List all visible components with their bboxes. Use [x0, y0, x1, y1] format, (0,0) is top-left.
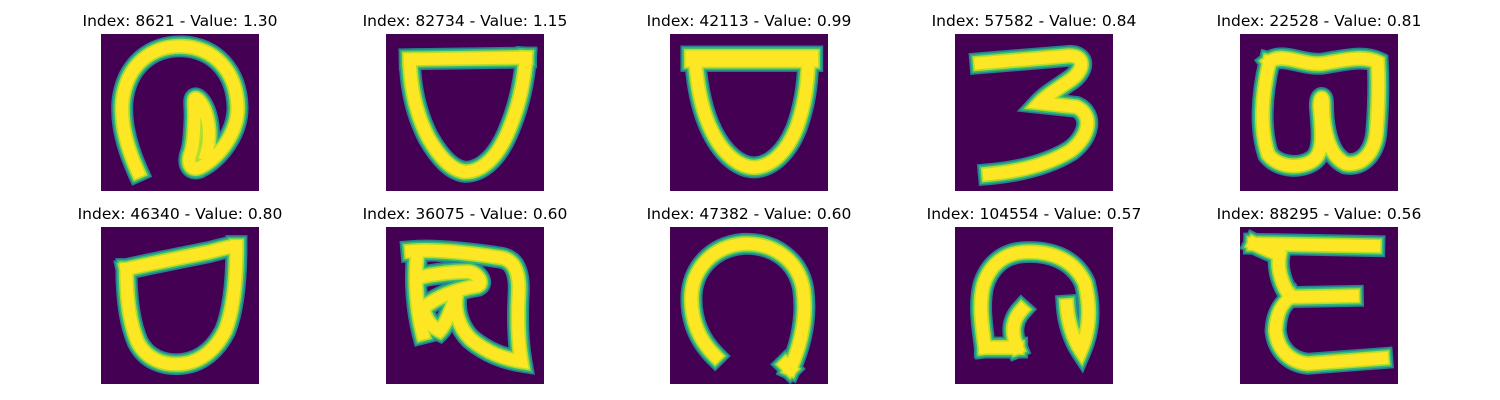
image-panel-6: Index: 46340 - Value: 0.80	[60, 203, 300, 384]
image-panel-5: Index: 22528 - Value: 0.81	[1199, 10, 1439, 191]
glyph-image	[386, 34, 544, 191]
panel-title: Index: 57582 - Value: 0.84	[931, 12, 1137, 30]
glyph-stroke	[1256, 52, 1385, 172]
glyph-stroke	[404, 244, 529, 369]
glyph-stroke	[685, 50, 819, 174]
panel-title: Index: 42113 - Value: 0.99	[646, 12, 852, 30]
glyph-image	[955, 34, 1113, 191]
glyph-stroke	[685, 237, 811, 378]
glyph-image	[1240, 34, 1398, 191]
panel-title: Index: 22528 - Value: 0.81	[1216, 12, 1422, 30]
glyph-stroke	[973, 49, 1094, 181]
panel-title: Index: 82734 - Value: 1.15	[362, 12, 568, 30]
glyph-image	[101, 34, 259, 191]
glyph-stroke	[975, 246, 1095, 363]
glyph-stroke	[1246, 235, 1389, 370]
panel-title: Index: 36075 - Value: 0.60	[362, 205, 568, 223]
image-panel-1: Index: 8621 - Value: 1.30	[60, 10, 300, 191]
glyph-stroke	[403, 51, 533, 178]
image-panel-8: Index: 47382 - Value: 0.60	[629, 203, 869, 384]
glyph-image	[101, 227, 259, 384]
glyph-image	[1240, 227, 1398, 384]
glyph-image	[670, 34, 828, 191]
image-panel-10: Index: 88295 - Value: 0.56	[1199, 203, 1439, 384]
panel-title: Index: 47382 - Value: 0.60	[646, 205, 852, 223]
panel-title: Index: 104554 - Value: 0.57	[926, 205, 1142, 223]
image-panel-9: Index: 104554 - Value: 0.57	[914, 203, 1154, 384]
glyph-image	[955, 227, 1113, 384]
glyph-stroke	[119, 240, 243, 371]
glyph-stroke	[116, 40, 244, 180]
image-panel-2: Index: 82734 - Value: 1.15	[345, 10, 585, 191]
panel-title: Index: 46340 - Value: 0.80	[77, 205, 283, 223]
image-panel-7: Index: 36075 - Value: 0.60	[345, 203, 585, 384]
image-panel-4: Index: 57582 - Value: 0.84	[914, 10, 1154, 191]
image-panel-3: Index: 42113 - Value: 0.99	[629, 10, 869, 191]
glyph-image	[670, 227, 828, 384]
panel-title: Index: 8621 - Value: 1.30	[82, 12, 278, 30]
glyph-image	[386, 227, 544, 384]
panel-title: Index: 88295 - Value: 0.56	[1216, 205, 1422, 223]
